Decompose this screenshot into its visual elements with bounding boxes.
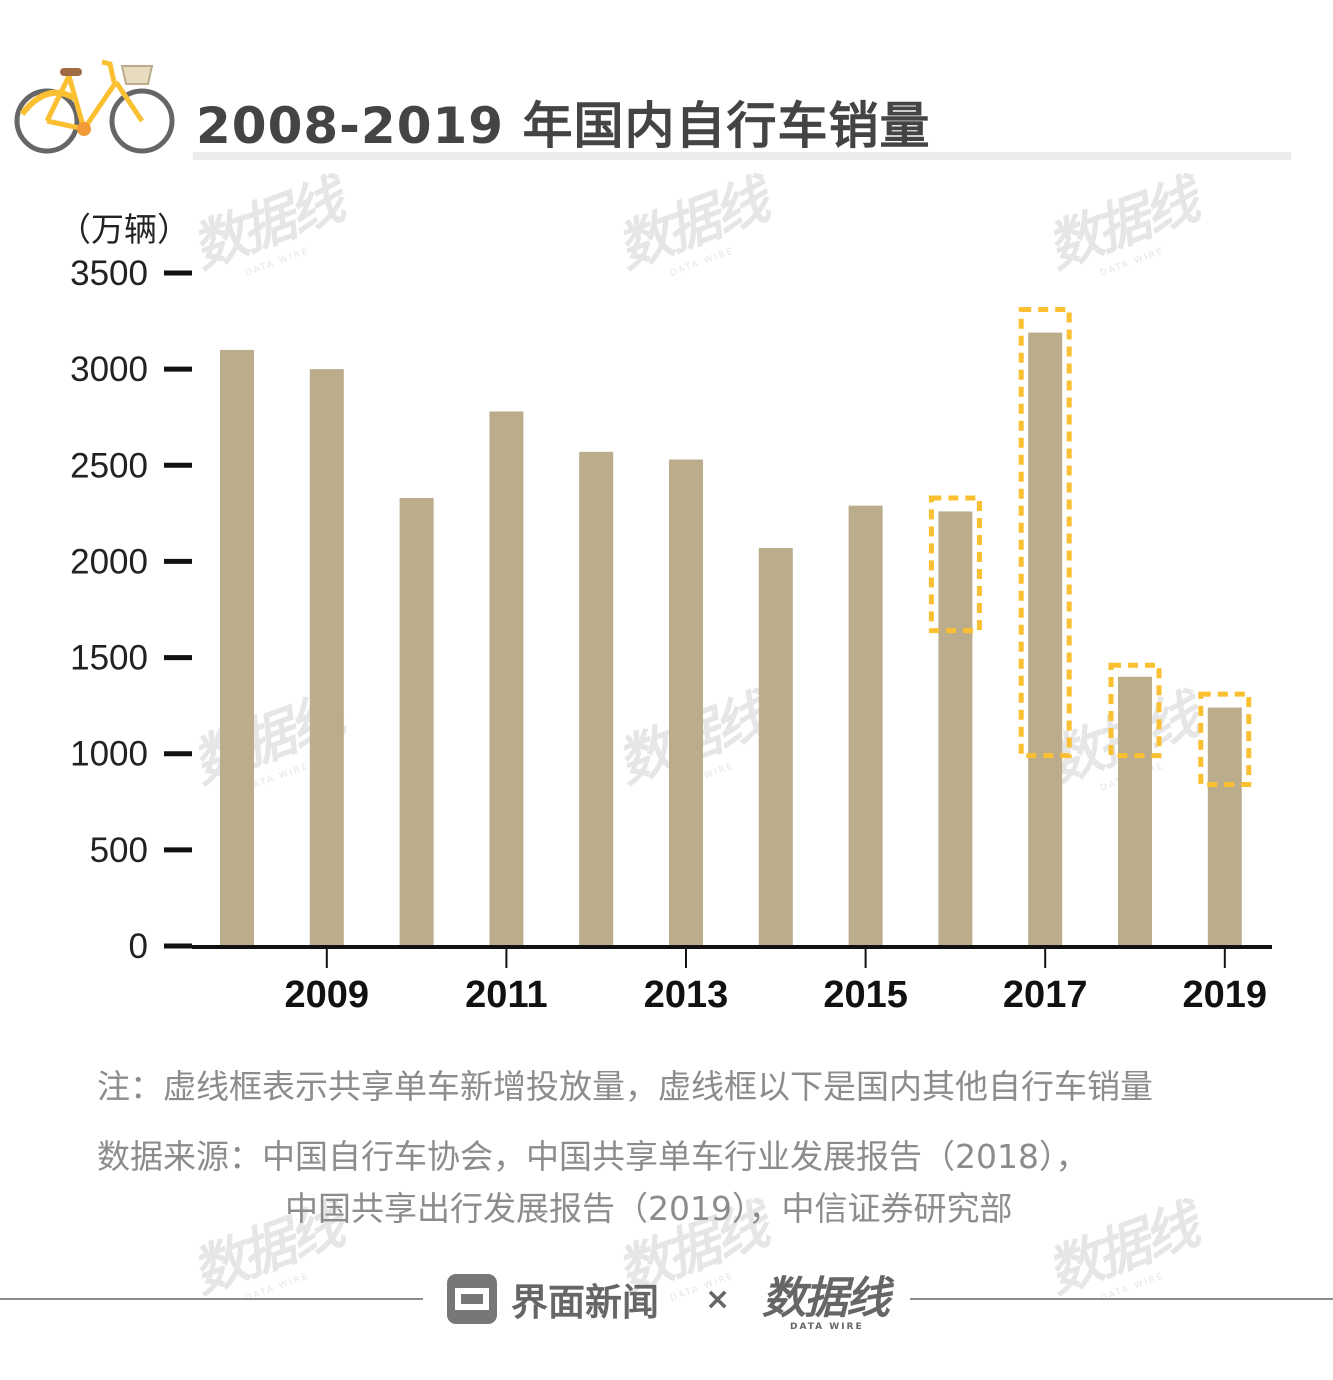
bar-2018 — [1118, 676, 1152, 946]
bar-2011 — [489, 411, 524, 947]
shared-bike-box-2018 — [1108, 662, 1162, 759]
bar-2012 — [579, 451, 614, 946]
data-source: 数据来源：中国自行车协会，中国共享单车行业发展报告（2018）， — [97, 1137, 1089, 1176]
jiemian-logo: 界面新闻 — [447, 1272, 659, 1326]
bar-2017 — [1028, 332, 1063, 946]
bar-2016 — [938, 511, 973, 946]
title-underline — [193, 152, 1291, 160]
x-tick-label: 2019 — [1183, 974, 1268, 1016]
x-tick-label: 2009 — [285, 974, 370, 1016]
data-wire-logo: 数据线 DATA WIRE — [762, 1262, 890, 1332]
bicycle-icon — [14, 59, 175, 154]
x-tick-label: 2017 — [1003, 974, 1088, 1016]
shared-bike-box-2017 — [1018, 307, 1072, 759]
footer-divider — [0, 1298, 423, 1300]
jiemian-logo-text: 界面新闻 — [511, 1281, 659, 1324]
cross-separator: × — [705, 1282, 731, 1317]
y-tick-label: 1000 — [70, 735, 148, 774]
y-tick-label: 0 — [129, 927, 148, 966]
data-wire-logo-subtext: DATA WIRE — [790, 1322, 864, 1332]
chart-title: 2008-2019 年国内自行车销量 — [196, 97, 931, 155]
y-tick-label: 2500 — [70, 446, 148, 485]
bar-2010 — [399, 497, 434, 946]
bar-2015 — [848, 505, 883, 946]
data-wire-logo-text: 数据线 — [762, 1273, 890, 1324]
y-tick-label: 1500 — [70, 639, 148, 678]
y-tick-label: 500 — [90, 831, 148, 870]
x-tick-label: 2015 — [823, 974, 908, 1016]
x-tick-label: 2011 — [465, 974, 547, 1016]
chart-note: 注：虚线框表示共享单车新增投放量，虚线框以下是国内其他自行车销量 — [97, 1067, 1153, 1106]
data-source-continued: 中国共享出行发展报告（2019），中信证券研究部 — [285, 1189, 1013, 1228]
shared-bike-box-2016 — [928, 495, 982, 634]
bar-2008 — [220, 349, 254, 946]
bar-2019 — [1207, 707, 1242, 946]
y-tick-label: 3500 — [70, 254, 148, 293]
footer-divider — [910, 1298, 1333, 1300]
y-tick-label: 2000 — [70, 542, 148, 581]
bar-chart: 0 500 1000 1500 2000 2500 3000 3500 2009 2011 2013… — [70, 254, 1272, 1016]
jiemian-logo-icon — [447, 1274, 497, 1324]
shared-bike-box-2019 — [1198, 691, 1252, 787]
bar-2013 — [669, 459, 703, 946]
bar-2009 — [309, 369, 344, 947]
bar-2014 — [758, 547, 793, 946]
x-tick-label: 2013 — [644, 974, 729, 1016]
y-axis-unit-label: （万辆） — [58, 210, 190, 249]
y-tick-label: 3000 — [70, 350, 148, 389]
